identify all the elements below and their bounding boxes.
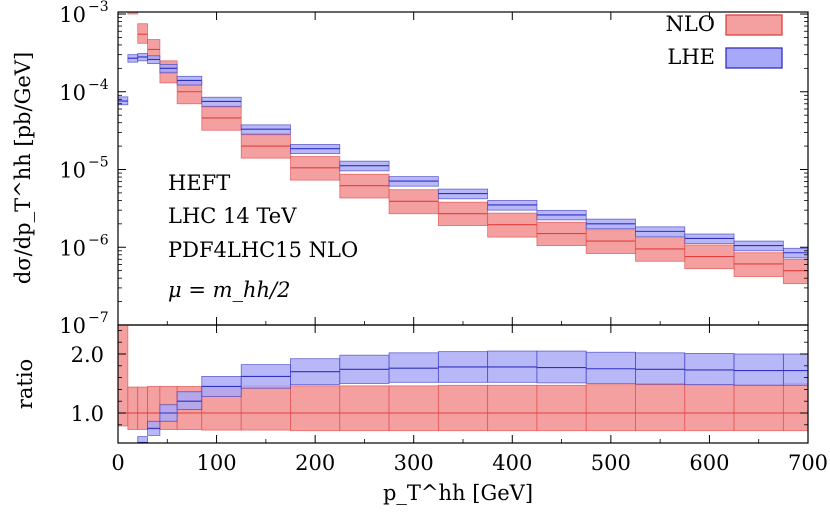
x-tick-label: 300: [394, 451, 434, 475]
ratio-nlo-band: [585, 384, 636, 432]
ratio-lhe-band: [684, 353, 735, 386]
main-plot-panel: 10−310−410−510−610−7 NLO LHE HEFT LHC 14…: [11, 0, 809, 338]
ratio-lhe-band: [536, 350, 587, 384]
main-y-tick-label: 10: [59, 3, 86, 27]
x-tick-label: 0: [111, 451, 124, 475]
ratio-nlo-band: [536, 384, 587, 432]
ratio-nlo-band: [782, 383, 808, 432]
x-axis-label: p_T^hh [GeV]: [383, 481, 533, 505]
ratio-lhe-band: [635, 352, 686, 385]
ratio-nlo-band: [240, 385, 291, 431]
ratio-y-axis-label: ratio: [13, 359, 37, 409]
main-y-tick-exponent: −5: [88, 155, 109, 171]
annotation-scale: μ = m_hh/2: [168, 278, 291, 302]
ratio-y-tick-label: 2.0: [71, 343, 104, 367]
annotation-pdf: PDF4LHC15 NLO: [168, 238, 358, 262]
ratio-nlo-band: [137, 386, 148, 430]
main-nlo-band: [782, 258, 808, 285]
x-tick-label: 200: [295, 451, 335, 475]
ratio-lhe-band: [388, 352, 439, 383]
legend: NLO LHE: [665, 12, 783, 69]
ratio-y-ticks: 1.0 2.0: [71, 329, 808, 426]
ratio-nlo-band: [437, 384, 489, 432]
ratio-lhe-band: [733, 353, 784, 386]
x-tick-label: 400: [492, 451, 532, 475]
ratio-nlo-band: [487, 384, 538, 432]
ratio-nlo-band: [684, 384, 735, 432]
legend-label-lhe: LHE: [667, 45, 715, 69]
ratio-lhe-band: [176, 391, 203, 410]
x-axis-ticks: 0 100 200 300 400 500 600 700: [111, 12, 828, 475]
legend-entry-lhe: LHE: [667, 45, 783, 69]
x-tick-label: 600: [689, 451, 729, 475]
main-y-tick-exponent: −6: [88, 232, 109, 248]
annotations: HEFT LHC 14 TeV PDF4LHC15 NLO μ = m_hh/2: [168, 171, 358, 302]
main-y-tick-label: 10: [59, 159, 86, 183]
main-y-axis-label: dσ/dp_T^hh [pb/GeV]: [11, 52, 35, 284]
legend-label-nlo: NLO: [665, 12, 715, 36]
legend-swatch-lhe: [725, 47, 783, 69]
legend-swatch-nlo: [725, 14, 783, 36]
x-tick-label: 100: [197, 451, 237, 475]
ratio-plot-panel: 1.0 2.0 0 100 200 300 400 500 600 700 ratio p_T^…: [13, 12, 828, 505]
ratio-nlo-band: [733, 384, 784, 432]
main-y-tick-exponent: −7: [88, 310, 109, 326]
main-nlo-band: [137, 23, 148, 44]
x-tick-label: 700: [788, 451, 828, 475]
main-y-tick-exponent: −3: [88, 0, 109, 15]
ratio-y-tick-label: 1.0: [71, 402, 104, 426]
ratio-lhe-band: [128, 454, 138, 466]
legend-entry-nlo: NLO: [665, 12, 783, 36]
main-y-tick-exponent: −4: [88, 77, 109, 93]
ratio-nlo-band: [127, 386, 139, 430]
main-y-tick-label: 10: [59, 236, 86, 260]
ratio-lhe-band: [782, 353, 808, 386]
annotation-model: HEFT: [168, 171, 230, 195]
ratio-nlo-band: [635, 384, 686, 432]
ratio-nlo-band: [339, 385, 390, 432]
main-y-tick-label: 10: [59, 314, 86, 338]
ratio-nlo-band: [290, 385, 341, 432]
main-nlo-band: [201, 106, 242, 131]
main-bands: [118, 12, 808, 285]
main-nlo-band: [127, 12, 139, 15]
main-y-ticks: 10−310−410−510−610−7: [59, 0, 808, 338]
annotation-collider: LHC 14 TeV: [168, 204, 297, 228]
ratio-nlo-band: [118, 325, 129, 427]
ratio-bands: [118, 325, 808, 466]
ratio-nlo-band: [388, 385, 439, 432]
main-nlo-band: [733, 252, 784, 277]
ratio-lhe-band: [585, 351, 636, 384]
x-tick-label: 500: [591, 451, 631, 475]
main-y-tick-label: 10: [59, 81, 86, 105]
